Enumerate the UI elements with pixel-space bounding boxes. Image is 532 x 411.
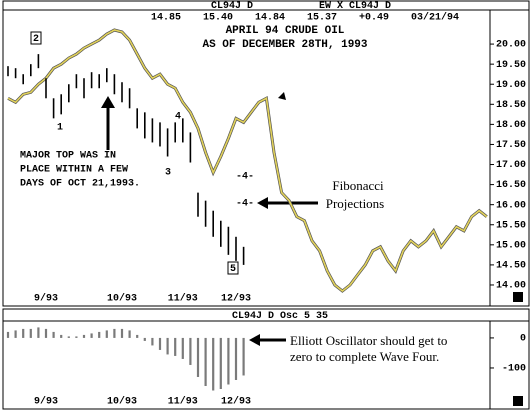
wave-label: 2 bbox=[33, 34, 39, 45]
y-tick-label: 15.00 bbox=[496, 240, 526, 251]
osc-panel-frame bbox=[2, 308, 530, 410]
quote: 14.85 15.40 14.84 15.37 +0.49 03/21/94 bbox=[151, 12, 459, 24]
x-tick-label: 12/93 bbox=[221, 396, 251, 408]
x-tick-label: 10/93 bbox=[107, 396, 137, 408]
x-tick-label: 9/93 bbox=[34, 396, 58, 408]
chart-subtitle: AS OF DECEMBER 28TH, 1993 bbox=[202, 39, 367, 51]
header-symbol: CL94J D bbox=[211, 1, 253, 12]
y-tick-label: 16.50 bbox=[496, 180, 526, 191]
wave-box bbox=[30, 31, 42, 45]
y-tick-label: 17.50 bbox=[496, 140, 526, 151]
wave-label: 5 bbox=[230, 264, 236, 275]
arrow-head bbox=[101, 96, 115, 108]
annotation: MAJOR TOP WAS IN bbox=[20, 151, 116, 162]
chart-title: APRIL 94 CRUDE OIL bbox=[226, 25, 345, 37]
y-tick-label: 18.50 bbox=[496, 100, 526, 111]
annotation: Elliott Oscillator should get to bbox=[290, 333, 447, 348]
line bbox=[7, 29, 488, 293]
y-tick-label: 0 bbox=[520, 334, 526, 345]
annotation: DAYS OF OCT 21,1993. bbox=[20, 179, 140, 190]
y-tick-label: 15.50 bbox=[496, 220, 526, 231]
y-tick-label: 17.00 bbox=[496, 160, 526, 171]
price-panel-frame bbox=[2, 0, 530, 307]
annotation: Projections bbox=[326, 196, 385, 211]
arrow-head bbox=[249, 334, 260, 346]
y-tick-label: 16.00 bbox=[496, 200, 526, 211]
projection-label: -4- bbox=[236, 172, 254, 183]
y-tick-label: 19.50 bbox=[496, 60, 526, 71]
y-tick-label: 14.00 bbox=[496, 281, 526, 292]
x-tick-label: 10/93 bbox=[107, 293, 137, 305]
y-tick-label: 19.00 bbox=[496, 80, 526, 91]
icon bbox=[513, 292, 523, 302]
wave-box bbox=[227, 261, 239, 275]
header-overlay: EW X CL94J D bbox=[319, 1, 391, 12]
marker bbox=[278, 92, 286, 100]
icon bbox=[513, 396, 523, 406]
annotation: PLACE WITHIN A FEW bbox=[20, 165, 128, 176]
wave-label: 1 bbox=[57, 123, 63, 134]
x-tick-label: 11/93 bbox=[168, 396, 198, 408]
y-tick-label: 14.50 bbox=[496, 261, 526, 272]
wave-label: 3 bbox=[165, 168, 171, 179]
annotation: Fibonacci bbox=[332, 178, 384, 193]
projection-label: -4- bbox=[236, 199, 254, 210]
x-tick-label: 12/93 bbox=[221, 293, 251, 305]
y-tick-label: 20.00 bbox=[496, 40, 526, 51]
x-tick-label: 11/93 bbox=[168, 293, 198, 305]
osc-header: CL94J D Osc 5 35 bbox=[232, 311, 328, 322]
arrow-head bbox=[257, 197, 268, 209]
annotation: zero to complete Wave Four. bbox=[290, 349, 439, 364]
y-tick-label: 18.00 bbox=[496, 120, 526, 131]
wave-label: 4 bbox=[175, 112, 181, 123]
y-tick-label: -100 bbox=[502, 364, 526, 375]
x-tick-label: 9/93 bbox=[34, 293, 58, 305]
